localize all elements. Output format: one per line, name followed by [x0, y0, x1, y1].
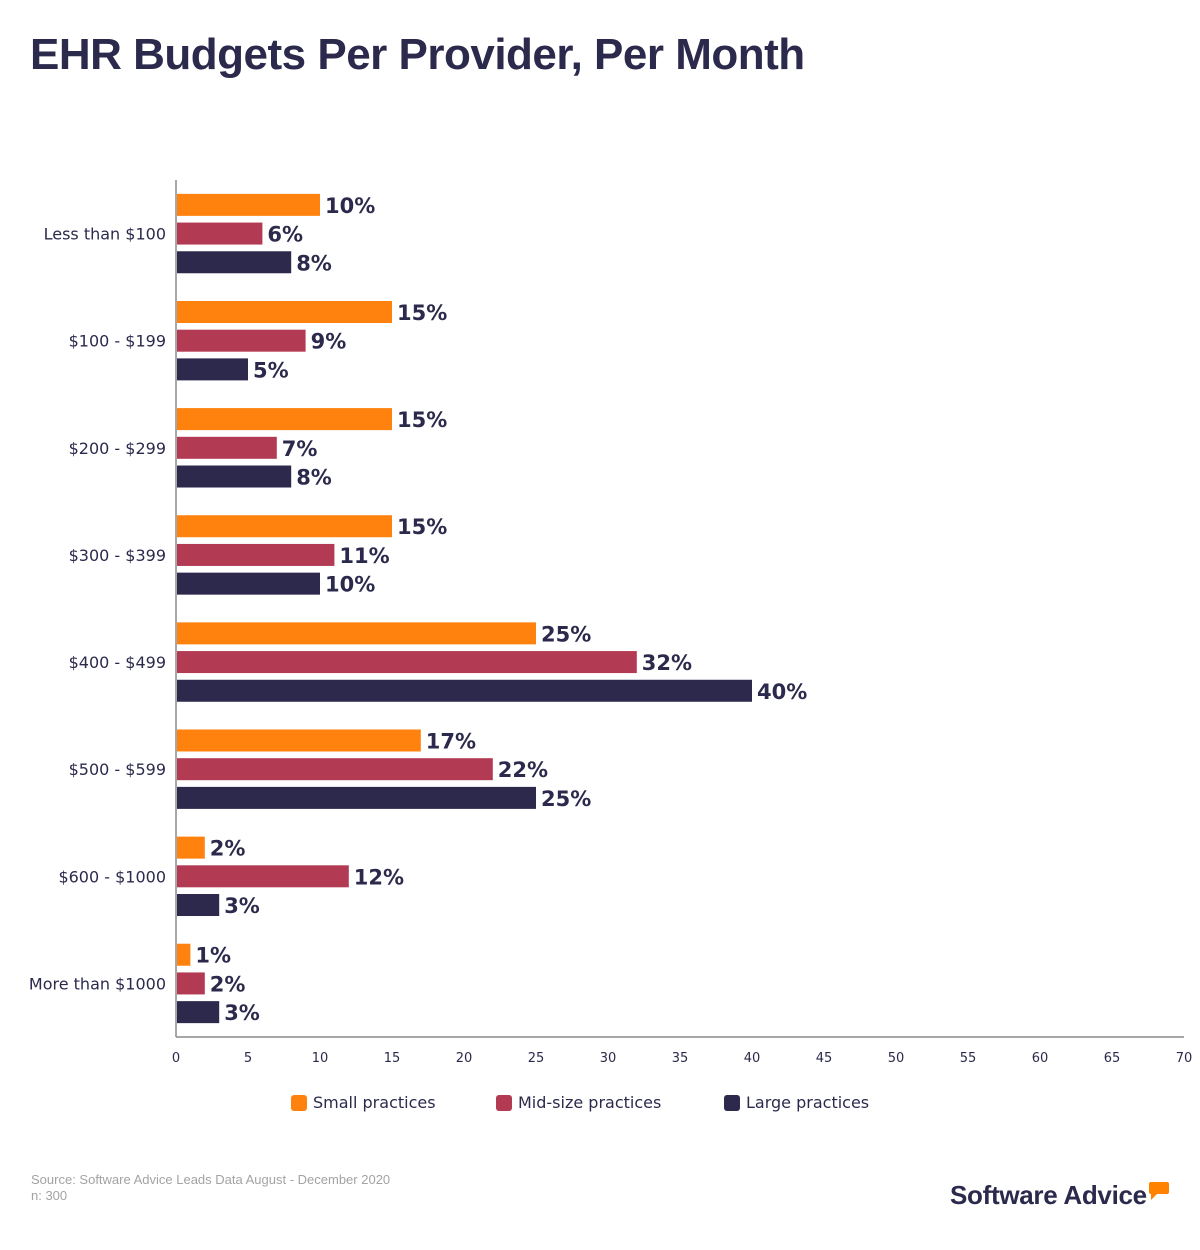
data-label: 3%	[224, 1001, 260, 1025]
data-label: 22%	[498, 758, 548, 782]
bar	[177, 358, 248, 381]
bar	[177, 300, 392, 323]
legend-item-small: Small practices	[291, 1093, 436, 1112]
legend: Small practices Mid-size practices Large…	[0, 1093, 1200, 1117]
data-label: 2%	[210, 972, 246, 996]
bar	[177, 1001, 220, 1024]
x-tick-label: 20	[456, 1051, 473, 1066]
category-label: More than $1000	[29, 974, 166, 993]
data-label: 8%	[296, 466, 332, 490]
x-tick-label: 25	[528, 1051, 545, 1066]
data-label: 12%	[354, 865, 404, 889]
bar	[177, 651, 637, 674]
x-tick-label: 40	[744, 1051, 761, 1066]
data-label: 9%	[311, 330, 347, 354]
bar	[177, 865, 349, 888]
bar	[177, 436, 277, 459]
legend-swatch-mid-size	[496, 1094, 512, 1111]
bar	[177, 543, 335, 566]
x-tick-label: 55	[960, 1051, 977, 1066]
bars-layer	[177, 193, 752, 1024]
bar-chart: 10% 6% 8% 15% 9% 5% 15% 7% 8% 15% 11% 10% 25% 32% 40% 1…	[29, 180, 1192, 1066]
category-label: $300 - $399	[69, 546, 166, 565]
x-tick-label: 45	[816, 1051, 833, 1066]
data-label: 1%	[195, 944, 231, 968]
x-tick-labels-layer: 0 5 10 15 20 25 30 35 40 45 50 55 60 65 70	[172, 1051, 1192, 1066]
data-label: 40%	[757, 680, 807, 704]
bar	[177, 329, 306, 352]
category-label: $200 - $299	[69, 439, 166, 458]
legend-swatch-small	[291, 1094, 307, 1111]
data-label: 25%	[541, 622, 591, 646]
x-tick-label: 5	[244, 1051, 252, 1066]
x-tick-label: 60	[1032, 1051, 1049, 1066]
data-label: 11%	[339, 544, 389, 568]
data-label: 32%	[642, 651, 692, 675]
bar	[177, 679, 752, 702]
bar	[177, 193, 320, 216]
category-label: $600 - $1000	[58, 867, 166, 886]
bar	[177, 222, 263, 245]
x-tick-label: 50	[888, 1051, 905, 1066]
bar	[177, 729, 421, 752]
bar	[177, 515, 392, 538]
bar	[177, 972, 205, 995]
speech-bubble-icon	[1148, 1182, 1169, 1200]
x-tick-label: 35	[672, 1051, 689, 1066]
legend-item-large: Large practices	[724, 1093, 869, 1112]
bar	[177, 465, 292, 488]
data-label: 10%	[325, 194, 375, 218]
x-tick-label: 15	[384, 1051, 401, 1066]
bar	[177, 836, 205, 859]
data-label: 10%	[325, 573, 375, 597]
bar	[177, 622, 536, 645]
data-label: 2%	[210, 837, 246, 861]
bar	[177, 408, 392, 431]
category-label: Less than $100	[44, 225, 166, 244]
bar	[177, 758, 493, 781]
legend-swatch-large	[724, 1094, 740, 1111]
bar	[177, 894, 220, 917]
data-label: 15%	[397, 515, 447, 539]
data-labels-layer: 10% 6% 8% 15% 9% 5% 15% 7% 8% 15% 11% 10% 25% 32% 40% 1…	[195, 194, 807, 1025]
data-label: 25%	[541, 787, 591, 811]
legend-label-small: Small practices	[313, 1093, 436, 1112]
bar	[177, 251, 292, 274]
x-tick-label: 70	[1176, 1051, 1193, 1066]
source-note: Source: Software Advice Leads Data Augus…	[31, 1172, 390, 1204]
legend-label-large: Large practices	[746, 1093, 870, 1112]
category-label: $500 - $599	[69, 760, 166, 779]
x-tick-label: 30	[600, 1051, 617, 1066]
x-tick-label: 65	[1104, 1051, 1121, 1066]
x-tick-label: 10	[312, 1051, 329, 1066]
chart-title: EHR Budgets Per Provider, Per Month	[30, 30, 805, 79]
bar	[177, 786, 536, 809]
data-label: 5%	[253, 358, 289, 382]
category-label: $400 - $499	[69, 653, 166, 672]
category-label: $100 - $199	[69, 332, 166, 351]
sample-size: n: 300	[31, 1188, 68, 1203]
source-line: Source: Software Advice Leads Data Augus…	[31, 1172, 391, 1187]
category-labels-layer: Less than $100 $100 - $199 $200 - $299 $300…	[29, 225, 166, 994]
software-advice-logo: Software Advice	[950, 1180, 1169, 1211]
x-tick-label: 0	[172, 1051, 180, 1066]
data-label: 6%	[267, 223, 303, 247]
data-label: 3%	[224, 894, 260, 918]
data-label: 8%	[296, 251, 332, 275]
bar	[177, 943, 191, 966]
data-label: 7%	[282, 437, 318, 461]
legend-label-mid-size: Mid-size practices	[518, 1093, 662, 1112]
data-label: 15%	[397, 301, 447, 325]
data-label: 17%	[426, 729, 476, 753]
legend-item-mid-size: Mid-size practices	[496, 1093, 661, 1112]
logo-text: Software Advice	[950, 1180, 1147, 1210]
data-label: 15%	[397, 408, 447, 432]
bar	[177, 572, 320, 595]
